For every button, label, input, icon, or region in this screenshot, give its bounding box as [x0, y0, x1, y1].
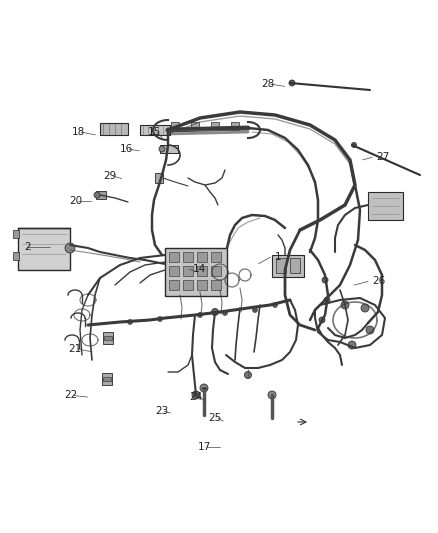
Circle shape	[94, 192, 100, 198]
Text: 21: 21	[69, 344, 82, 354]
Bar	[290, 258, 300, 273]
Circle shape	[348, 341, 356, 349]
Bar	[211, 122, 219, 130]
Circle shape	[198, 312, 202, 318]
Circle shape	[361, 304, 369, 312]
Bar	[197, 266, 207, 276]
Circle shape	[324, 297, 330, 303]
Bar	[103, 377, 111, 381]
Bar	[183, 252, 193, 262]
Text: 28: 28	[261, 79, 275, 89]
Bar	[160, 145, 178, 153]
Text: 15: 15	[148, 127, 161, 137]
Circle shape	[272, 303, 278, 308]
Bar	[140, 125, 170, 135]
Bar	[211, 266, 221, 276]
Text: 27: 27	[376, 152, 389, 162]
Bar	[169, 252, 179, 262]
Circle shape	[289, 80, 295, 86]
Bar	[165, 248, 227, 296]
Circle shape	[322, 277, 328, 283]
Bar	[169, 280, 179, 290]
Bar	[183, 280, 193, 290]
Text: 1: 1	[275, 252, 281, 262]
Bar	[272, 255, 304, 277]
Circle shape	[200, 384, 208, 392]
Text: 14: 14	[193, 264, 206, 274]
Bar	[191, 122, 199, 130]
Circle shape	[366, 326, 374, 334]
Circle shape	[244, 372, 251, 378]
Circle shape	[223, 311, 227, 316]
Bar	[171, 122, 179, 130]
Bar	[231, 122, 239, 130]
Bar	[197, 252, 207, 262]
Bar	[104, 336, 112, 340]
Circle shape	[341, 301, 349, 309]
Circle shape	[192, 391, 200, 399]
Bar	[103, 332, 113, 344]
Circle shape	[158, 317, 162, 321]
Text: 26: 26	[372, 277, 385, 286]
Text: 24: 24	[189, 392, 202, 402]
Bar	[197, 280, 207, 290]
Bar	[13, 230, 19, 238]
Bar	[169, 266, 179, 276]
Text: 23: 23	[155, 407, 168, 416]
Bar	[102, 373, 112, 385]
Circle shape	[252, 308, 258, 312]
Bar	[276, 258, 286, 273]
Circle shape	[319, 317, 325, 323]
Bar	[211, 252, 221, 262]
Text: 2: 2	[25, 242, 31, 252]
Circle shape	[159, 146, 165, 152]
Text: 20: 20	[69, 197, 82, 206]
Text: 22: 22	[64, 391, 78, 400]
Bar	[368, 192, 403, 220]
Bar	[18, 228, 70, 270]
Bar	[183, 266, 193, 276]
Circle shape	[212, 309, 219, 316]
Text: 29: 29	[103, 171, 117, 181]
Circle shape	[268, 391, 276, 399]
Bar	[100, 123, 128, 135]
Circle shape	[127, 319, 133, 325]
Text: 16: 16	[120, 144, 133, 154]
Bar	[96, 191, 106, 199]
Text: 18: 18	[72, 127, 85, 137]
Text: 17: 17	[198, 442, 211, 451]
Text: 25: 25	[208, 414, 222, 423]
Circle shape	[352, 142, 357, 148]
Circle shape	[65, 243, 75, 253]
Bar	[155, 173, 163, 183]
Bar	[211, 280, 221, 290]
Bar	[13, 252, 19, 260]
